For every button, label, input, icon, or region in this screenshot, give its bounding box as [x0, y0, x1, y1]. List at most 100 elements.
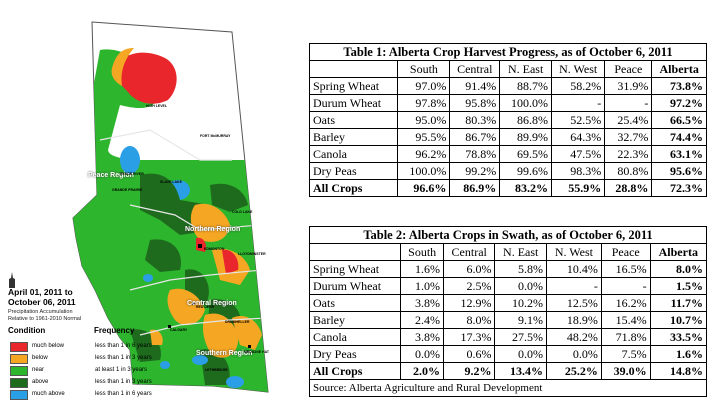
region-label-central: Central Region: [187, 300, 237, 307]
value-cell: 15.4%: [600, 311, 651, 329]
table1-title: Table 1: Alberta Crop Harvest Progress, …: [309, 43, 707, 61]
crop-name-cell: Dry Peas: [308, 345, 402, 363]
crop-name-cell: Barley: [308, 128, 399, 146]
value-cell: -: [551, 94, 606, 112]
crop-name-cell: Durum Wheat: [308, 277, 402, 295]
alberta-total-cell: 66.5%: [651, 111, 707, 129]
table-row: All Crops 96.6% 86.9% 83.2% 55.9% 28.8% 72.3%: [308, 179, 707, 197]
source-note: Source: Alberta Agriculture and Rural De…: [309, 379, 707, 397]
region-label-peace: Peace Region: [88, 172, 134, 179]
town-label: EDMONTON: [204, 247, 225, 251]
value-cell: 88.7%: [499, 77, 553, 95]
table-row: Dry Peas 100.0% 99.2% 99.6% 98.3% 80.8% 95.6%: [308, 162, 707, 180]
crop-name-cell: Spring Wheat: [308, 260, 402, 278]
table-row: Durum Wheat 97.8% 95.8% 100.0% - -97.2%: [308, 94, 707, 112]
map-subtitle: Precipitation Accumulation Relative to 1…: [8, 309, 82, 322]
alberta-total-cell: 1.6%: [649, 345, 708, 363]
table-row: Oats 3.8% 12.9% 10.2% 12.5% 16.2% 11.7%: [308, 294, 708, 312]
alberta-total-cell: 97.2%: [651, 94, 707, 112]
value-cell: 0.0%: [545, 345, 602, 363]
value-cell: 13.4%: [494, 362, 547, 380]
value-cell: 97.8%: [397, 94, 451, 112]
value-cell: 3.8%: [400, 328, 444, 346]
alberta-total-cell: 74.4%: [651, 128, 707, 146]
town-label: PEACE RIVER: [120, 172, 144, 176]
value-cell: 95.8%: [449, 94, 501, 112]
value-cell: 28.8%: [604, 179, 653, 197]
legend-frequency: less than 1 in 6 years: [95, 391, 152, 397]
value-cell: 78.8%: [449, 145, 501, 163]
value-cell: 17.3%: [442, 328, 496, 346]
legend-frequency-header: Frequency: [94, 326, 135, 335]
column-header: [308, 60, 399, 78]
value-cell: 96.6%: [397, 179, 451, 197]
legend-condition: much below: [32, 343, 65, 349]
alberta-total-cell: 33.5%: [649, 328, 708, 346]
value-cell: 2.4%: [400, 311, 444, 329]
value-cell: 80.8%: [604, 162, 653, 180]
value-cell: 18.9%: [545, 311, 602, 329]
value-cell: 3.8%: [400, 294, 444, 312]
alberta-total-cell: 11.7%: [649, 294, 708, 312]
town-label: CALGARY: [170, 328, 188, 332]
value-cell: 1.6%: [400, 260, 444, 278]
value-cell: 80.3%: [449, 111, 501, 129]
value-cell: 86.9%: [449, 179, 501, 197]
value-cell: 64.3%: [551, 128, 606, 146]
column-header: N. East: [499, 60, 553, 78]
legend-swatch: [10, 390, 28, 400]
value-cell: 98.3%: [551, 162, 606, 180]
table-row: Durum Wheat 1.0% 2.5% 0.0% - -1.5%: [308, 277, 708, 295]
town-label: COLD LAKE: [232, 210, 253, 214]
crop-name-cell: Dry Peas: [308, 162, 399, 180]
value-cell: 8.0%: [442, 311, 496, 329]
column-header: South: [397, 60, 451, 78]
harvest-progress-table: Table 1: Alberta Crop Harvest Progress, …: [308, 43, 707, 197]
town-label: DRUMHELLER: [225, 320, 250, 324]
legend-frequency: less than 1 in 6 years: [95, 343, 152, 349]
alberta-total-cell: 1.5%: [649, 277, 708, 295]
crop-name-cell: Oats: [308, 111, 399, 129]
town-label: HIGH LEVEL: [146, 104, 168, 108]
town-label: MEDICINE HAT: [244, 350, 270, 354]
value-cell: 95.5%: [397, 128, 451, 146]
column-header: N. West: [545, 243, 602, 261]
crop-name-cell: All Crops: [308, 179, 399, 197]
legend-swatch: [10, 378, 28, 388]
table-row: Barley 95.5% 86.7% 89.9% 64.3% 32.7% 74.4%: [308, 128, 707, 146]
table-row: Dry Peas 0.0% 0.6% 0.0% 0.0% 7.5% 1.6%: [308, 345, 708, 363]
value-cell: 0.0%: [494, 345, 547, 363]
value-cell: 6.0%: [442, 260, 496, 278]
town-label: GRANDE PRAIRIE: [112, 188, 143, 192]
value-cell: 0.0%: [400, 345, 444, 363]
value-cell: 89.9%: [499, 128, 553, 146]
region-label-southern: Southern Region: [196, 350, 253, 357]
alberta-total-cell: 95.6%: [651, 162, 707, 180]
town-label: FORT McMURRAY: [200, 134, 231, 138]
column-header: South: [400, 243, 444, 261]
value-cell: 10.4%: [545, 260, 602, 278]
crop-name-cell: Barley: [308, 311, 402, 329]
column-header: Central: [442, 243, 496, 261]
region-label-northern: Northern Region: [185, 226, 241, 233]
value-cell: 95.0%: [397, 111, 451, 129]
town-label: SLAVE LAKE: [160, 180, 182, 184]
table-row: Barley 2.4% 8.0% 9.1% 18.9% 15.4% 10.7%: [308, 311, 708, 329]
legend-frequency: less than 1 in 3 years: [95, 355, 152, 361]
value-cell: 22.3%: [604, 145, 653, 163]
crops-in-swath-table: Table 2: Alberta Crops in Swath, as of O…: [308, 226, 708, 397]
value-cell: -: [600, 277, 651, 295]
table-row: Spring Wheat 1.6% 6.0% 5.8% 10.4% 16.5% 8.0%: [308, 260, 708, 278]
value-cell: 12.9%: [442, 294, 496, 312]
table-row: Oats 95.0% 80.3% 86.8% 52.5% 25.4% 66.5%: [308, 111, 707, 129]
column-header: [308, 243, 402, 261]
legend-condition-header: Condition: [8, 326, 46, 335]
legend-frequency: at least 1 in 3 years: [95, 367, 148, 373]
alberta-map-graphic: [72, 21, 269, 393]
value-cell: 47.5%: [551, 145, 606, 163]
crop-name-cell: Spring Wheat: [308, 77, 399, 95]
value-cell: 10.2%: [494, 294, 547, 312]
precipitation-map: Peace Region Northern Region Central Reg…: [0, 0, 300, 416]
table-row: Canola 96.2% 78.8% 69.5% 47.5% 22.3% 63.1%: [308, 145, 707, 163]
town-label: LETHBRIDGE: [205, 368, 228, 372]
